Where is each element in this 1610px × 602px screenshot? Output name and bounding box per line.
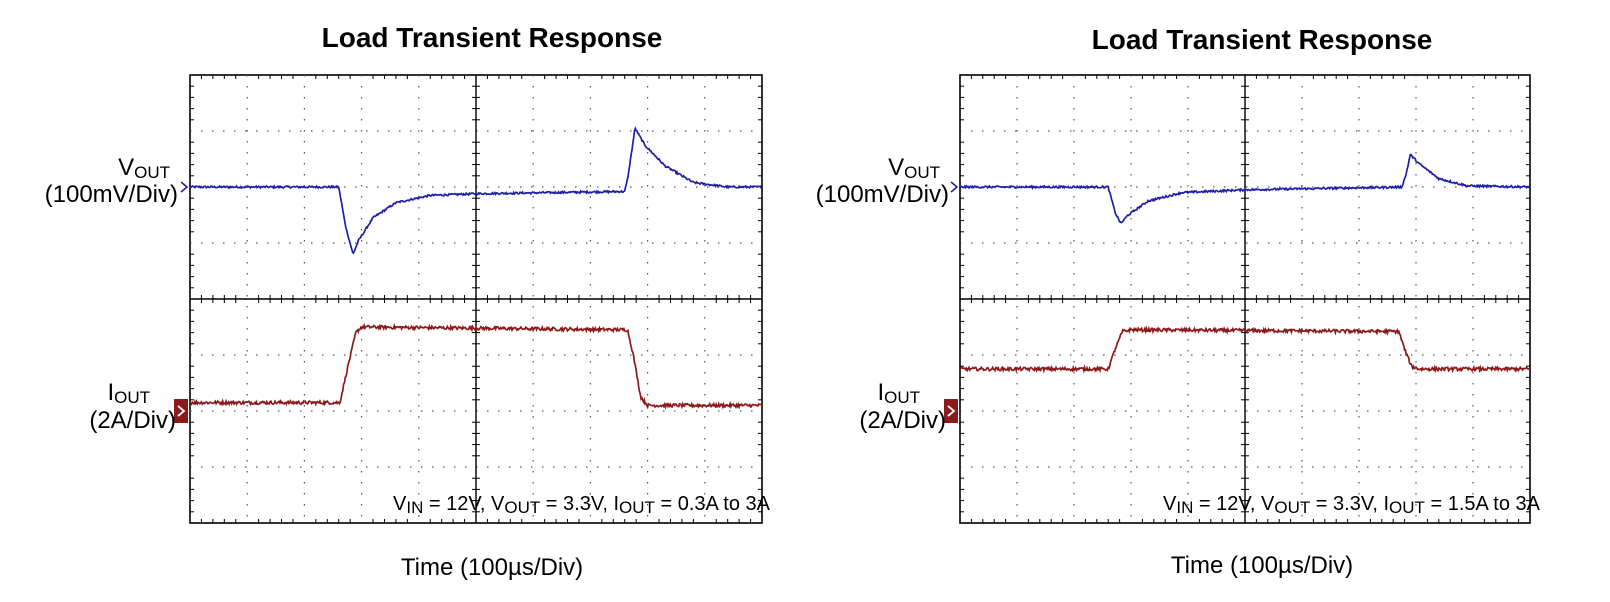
iout-trace [959,325,1531,374]
iout-label: IOUT [107,379,150,407]
tick-marks [960,75,1530,523]
chart-left: Load Transient Response VOUT (100mV/Div)… [45,22,771,581]
iout-reference-chevron [177,405,186,417]
iout-reference-chevron [947,405,956,417]
vout-reference-marker [950,181,959,193]
iout-reference-marker [944,399,958,423]
iout-scale-label: (2A/Div) [859,407,946,434]
vout-reference-marker [180,181,189,193]
vout-label: VOUT [888,154,940,182]
iout-label: IOUT [877,379,920,407]
plot-area [944,74,1531,524]
iout-reference-marker [174,399,188,423]
chart-right: Load Transient Response VOUT (100mV/Div)… [816,24,1541,579]
plot-area [174,74,763,524]
chart-title: Load Transient Response [322,22,663,53]
iout-trace [189,322,763,410]
vout-scale-label: (100mV/Div) [45,181,178,208]
vout-label: VOUT [118,154,170,182]
vout-trace [189,126,762,255]
vout-scale-label: (100mV/Div) [816,181,949,208]
x-axis-label: Time (100µs/Div) [401,554,583,581]
x-axis-label: Time (100µs/Div) [1171,552,1353,579]
test-conditions: VIN = 12V, VOUT = 3.3V, IOUT = 0.3A to 3… [393,493,771,517]
iout-scale-label: (2A/Div) [89,407,176,434]
tick-marks [190,75,762,523]
vout-trace [959,153,1531,224]
test-conditions: VIN = 12V, VOUT = 3.3V, IOUT = 1.5A to 3… [1163,493,1541,517]
chart-title: Load Transient Response [1092,24,1433,55]
